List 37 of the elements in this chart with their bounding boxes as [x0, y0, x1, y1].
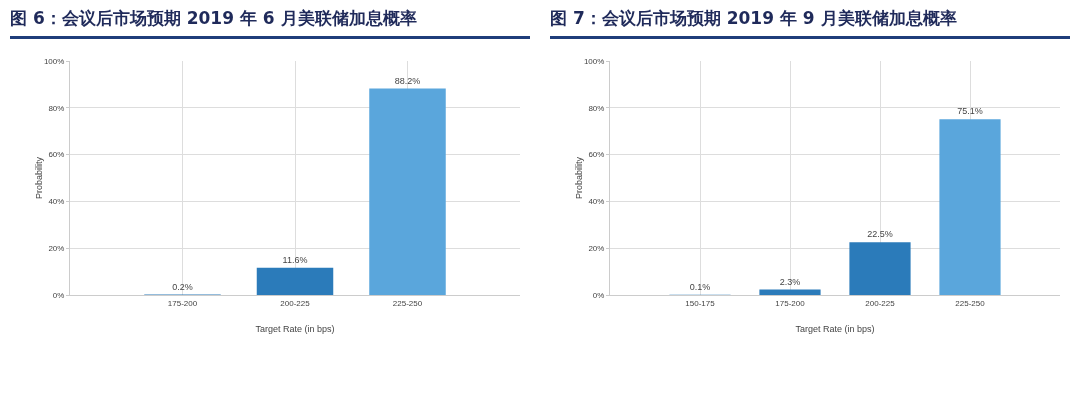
x-tick-label: 200-225	[280, 298, 311, 308]
x-tick-label: 175-200	[775, 298, 806, 308]
y-tick-label: 0%	[52, 290, 65, 300]
y-tick-label: 0%	[592, 290, 605, 300]
y-tick-label: 20%	[48, 244, 65, 253]
data-label: 75.1%	[957, 106, 983, 117]
chart-title: 图 7：会议后市场预期 2019 年 9 月美联储加息概率	[550, 0, 1070, 39]
y-tick-label: 60%	[48, 150, 65, 160]
data-label: 2.3%	[779, 276, 801, 287]
data-label: 0.1%	[689, 281, 711, 292]
bar	[939, 119, 1001, 295]
y-tick-label: 40%	[588, 197, 605, 207]
y-tick-label: 100%	[43, 56, 65, 66]
chart-title: 图 6：会议后市场预期 2019 年 6 月美联储加息概率	[10, 0, 530, 39]
y-tick-label: 80%	[48, 103, 65, 113]
y-tick-label: 60%	[588, 150, 605, 160]
y-axis-title: Probability	[34, 156, 44, 200]
x-tick-label: 200-225	[865, 298, 896, 308]
bar	[369, 88, 446, 295]
bar	[759, 289, 821, 295]
y-tick-label: 100%	[583, 56, 605, 66]
x-tick-label: 225-250	[955, 298, 986, 308]
data-label: 0.2%	[172, 281, 193, 292]
x-tick-label: 150-175	[685, 298, 716, 308]
x-tick-label: 225-250	[392, 298, 423, 308]
data-label: 11.6%	[282, 254, 308, 265]
y-tick-label: 80%	[588, 103, 605, 113]
x-axis-title: Target Rate (in bps)	[795, 324, 875, 334]
y-tick-label: 40%	[48, 197, 65, 207]
y-tick-label: 20%	[588, 244, 605, 253]
data-label: 22.5%	[867, 229, 893, 240]
y-axis-title: Probability	[574, 156, 584, 200]
x-axis-title: Target Rate (in bps)	[255, 324, 335, 334]
data-label: 88.2%	[394, 75, 421, 86]
x-tick-label: 175-200	[167, 298, 198, 308]
bar	[256, 267, 334, 295]
bar	[849, 242, 911, 295]
